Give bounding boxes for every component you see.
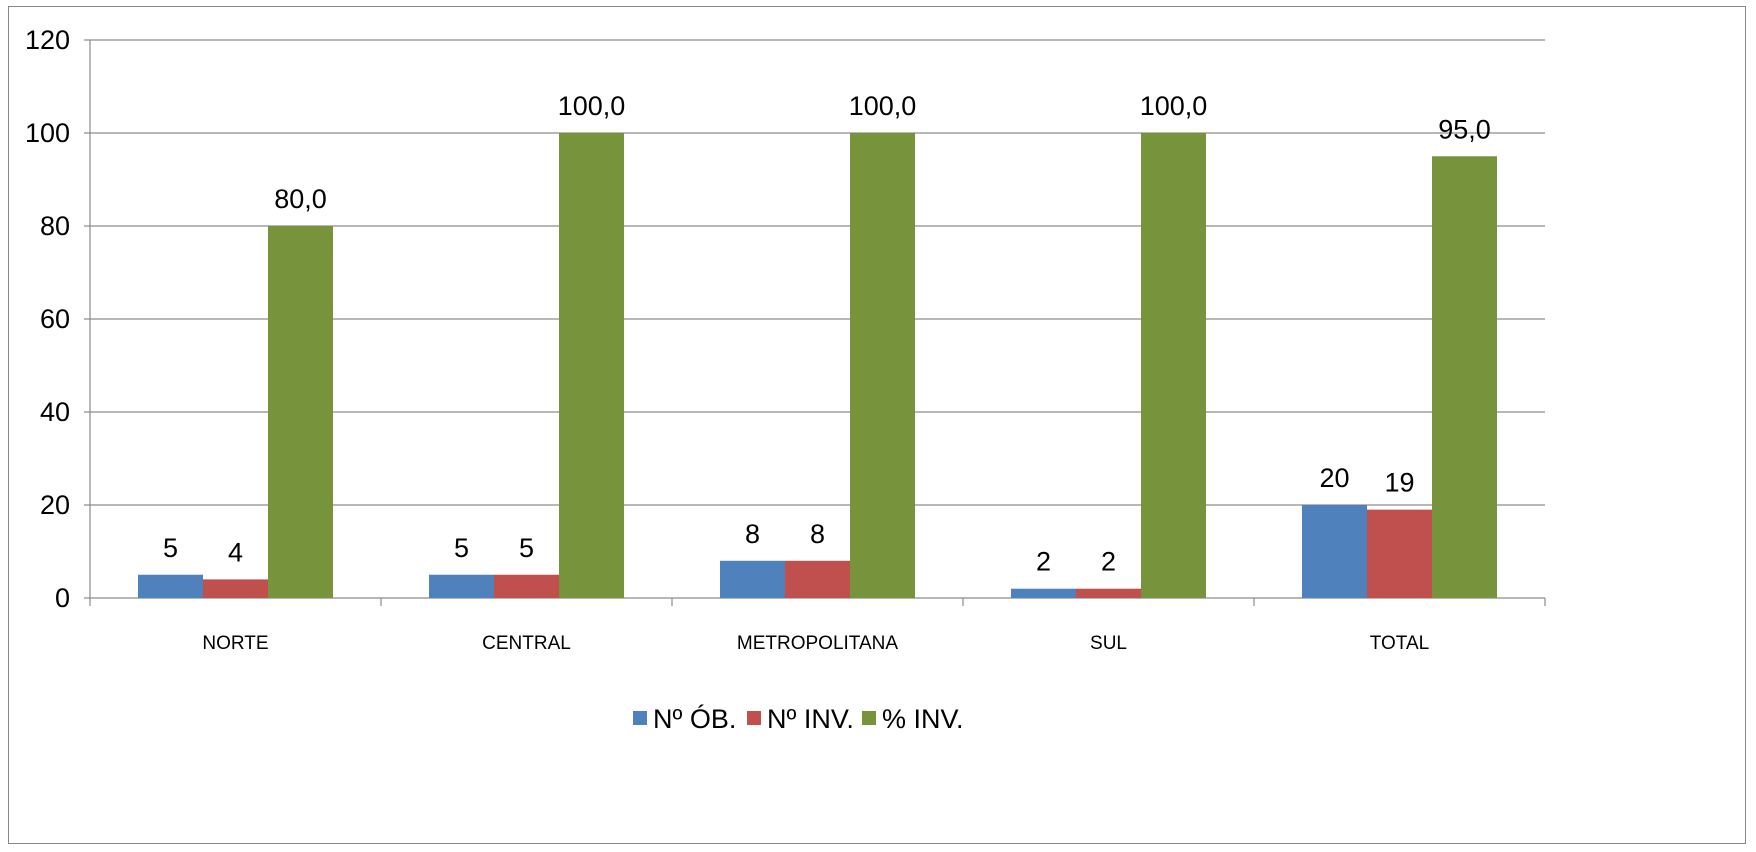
data-label: 19 [1384,468,1414,498]
y-tick-label: 20 [40,490,70,520]
data-label: 80,0 [274,184,327,214]
bar-central-series-0 [429,574,494,598]
data-label: 5 [519,533,534,563]
category-label: TOTAL [1370,633,1429,654]
legend-swatch [633,711,647,725]
y-tick-label: 60 [40,304,70,334]
data-label: 95,0 [1438,114,1491,144]
category-label: NORTE [202,633,268,654]
data-label: 4 [228,537,243,567]
y-tick-label: 120 [25,25,70,55]
data-label: 8 [745,519,760,549]
bar-total-series-2 [1432,156,1497,598]
category-label: METROPOLITANA [737,633,898,654]
bar-norte-series-2 [268,226,333,598]
y-tick-label: 100 [25,118,70,148]
bar-sul-series-0 [1011,588,1076,598]
y-tick-label: 0 [55,583,70,613]
bar-norte-series-1 [203,579,268,598]
data-label: 8 [810,519,825,549]
bar-metropolitana-series-0 [720,560,785,598]
data-label: 100,0 [1140,91,1208,121]
data-label: 100,0 [849,91,917,121]
bar-metropolitana-series-1 [785,560,850,598]
data-label: 20 [1319,463,1349,493]
legend-swatch [747,711,761,725]
bar-total-series-1 [1367,509,1432,598]
data-label: 2 [1101,547,1116,577]
y-tick-label: 40 [40,397,70,427]
y-tick-label: 80 [40,211,70,241]
legend-swatch [862,711,876,725]
bar-total-series-0 [1302,505,1367,598]
data-label: 5 [454,533,469,563]
bar-metropolitana-series-2 [850,133,915,598]
category-label: SUL [1090,633,1127,654]
legend-label: % INV. [882,704,964,734]
bar-sul-series-1 [1076,588,1141,598]
bar-central-series-1 [494,574,559,598]
bar-norte-series-0 [138,574,203,598]
data-label: 2 [1036,547,1051,577]
bar-central-series-2 [559,133,624,598]
data-label: 5 [163,533,178,563]
bar-sul-series-2 [1141,133,1206,598]
legend-label: Nº INV. [767,704,854,734]
category-label: CENTRAL [482,633,571,654]
legend-label: Nº ÓB. [653,703,736,734]
data-label: 100,0 [558,91,626,121]
